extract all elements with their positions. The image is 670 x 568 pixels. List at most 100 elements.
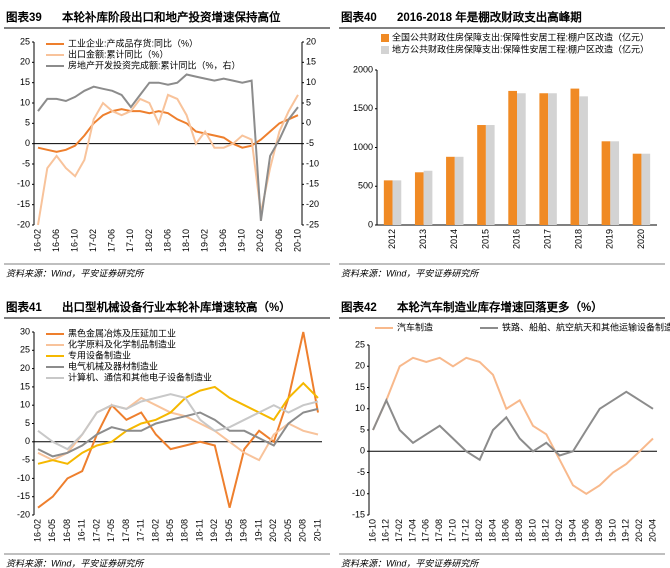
legend-label: 地方公共财政住房保障支出:保障性安居工程:棚户区改造（亿元） <box>392 43 649 54</box>
y-tick-label: -15 <box>352 509 365 519</box>
bar <box>610 141 620 225</box>
x-tick-label: 17-02 <box>88 229 98 252</box>
x-tick-label: 20-10 <box>292 229 302 252</box>
bar <box>454 156 464 225</box>
x-tick-label: 17-06 <box>107 229 117 252</box>
x-tick-label: 17-12 <box>461 519 471 542</box>
y-tick-label: -15 <box>17 491 30 501</box>
y2-tick-label: -15 <box>306 179 319 189</box>
x-tick-label: 19-06 <box>218 229 228 252</box>
legend-label: 全国公共财政住房保障支出:保障性安居工程:棚户区改造（亿元） <box>392 31 649 42</box>
series-line <box>37 381 319 465</box>
x-tick-label: 17-04 <box>407 519 417 542</box>
y-tick-label: 1000 <box>353 142 373 152</box>
x-tick-label: 2014 <box>449 229 459 249</box>
source: 资料来源：Wind，平安证券研究所 <box>6 268 145 278</box>
panel-title: 2016-2018 年是棚改财政支出高峰期 <box>397 10 582 24</box>
legend-swatch <box>381 46 389 54</box>
y-tick-label: -5 <box>22 158 30 168</box>
series-line <box>372 356 654 495</box>
x-tick-label: 19-08 <box>239 519 249 542</box>
x-tick-label: 17-02 <box>394 519 404 542</box>
x-tick-label: 20-06 <box>274 229 284 252</box>
x-tick-label: 2019 <box>605 229 615 249</box>
y-tick-label: 15 <box>20 77 30 87</box>
y-tick-label: 5 <box>25 118 30 128</box>
bar <box>632 153 642 225</box>
x-tick-label: 2018 <box>574 229 584 249</box>
x-tick-label: 19-05 <box>224 519 234 542</box>
bar <box>539 93 549 225</box>
bar <box>601 141 611 225</box>
y-tick-label: 0 <box>360 446 365 456</box>
x-tick-label: 18-04 <box>487 519 497 542</box>
x-tick-label: 19-10 <box>237 229 247 252</box>
series-line <box>37 73 299 222</box>
bar <box>570 88 580 225</box>
x-tick-label: 20-02 <box>255 229 265 252</box>
y-tick-label: -20 <box>17 219 30 229</box>
x-tick-label: 18-06 <box>162 229 172 252</box>
y-tick-label: 0 <box>368 219 373 229</box>
x-tick-label: 19-08 <box>594 519 604 542</box>
x-tick-label: 16-12 <box>381 519 391 542</box>
y-tick-label: -5 <box>357 467 365 477</box>
x-tick-label: 20-11 <box>312 519 322 541</box>
x-tick-label: 18-08 <box>514 519 524 542</box>
legend-label: 汽车制造 <box>397 321 433 332</box>
bar <box>508 90 517 225</box>
y2-tick-label: 15 <box>306 57 316 67</box>
y-tick-label: 20 <box>20 363 30 373</box>
x-tick-label: 2015 <box>480 229 490 249</box>
y-tick-label: 30 <box>20 326 30 336</box>
y2-tick-label: -20 <box>306 199 319 209</box>
y-tick-label: -10 <box>17 179 30 189</box>
panel-title: 本轮汽车制造业库存增速回落更多（%） <box>397 300 603 314</box>
x-tick-label: 16-02 <box>32 229 42 252</box>
y2-tick-label: 5 <box>306 97 311 107</box>
x-tick-label: 16-02 <box>32 519 42 542</box>
x-tick-label: 16-06 <box>51 229 61 252</box>
panel-label: 图表41 <box>6 300 42 314</box>
panel-label: 图表42 <box>341 300 377 314</box>
legend-label: 出口金额:累计同比（%） <box>68 48 169 59</box>
y-tick-label: -10 <box>17 473 30 483</box>
y2-tick-label: -5 <box>306 138 314 148</box>
y-tick-label: 2000 <box>353 64 373 74</box>
x-tick-label: 18-02 <box>474 519 484 542</box>
x-tick-label: 18-10 <box>181 229 191 252</box>
x-tick-label: 19-11 <box>253 519 263 541</box>
bar <box>548 93 557 225</box>
y-tick-label: 5 <box>25 418 30 428</box>
x-tick-label: 19-06 <box>581 519 591 542</box>
y-tick-label: 10 <box>355 403 365 413</box>
legend-label: 化学原料及化学制品制造业 <box>68 338 176 349</box>
x-tick-label: 16-05 <box>47 519 57 542</box>
x-tick-label: 17-10 <box>125 229 135 252</box>
x-tick-label: 20-05 <box>283 519 293 542</box>
panel-title: 本轮补库阶段出口和地产投资增速保持高位 <box>62 10 281 24</box>
x-tick-label: 17-08 <box>121 519 131 542</box>
source: 资料来源：Wind，平安证券研究所 <box>341 558 480 568</box>
x-tick-label: 2017 <box>542 229 552 249</box>
legend-swatch <box>381 34 389 42</box>
x-tick-label: 19-04 <box>567 519 577 542</box>
series-line <box>37 407 319 458</box>
bar <box>485 125 495 225</box>
x-tick-label: 18-06 <box>501 519 511 542</box>
x-tick-label: 19-02 <box>200 229 210 252</box>
source: 资料来源：Wind，平安证券研究所 <box>6 558 145 568</box>
legend-label: 黑色金属冶炼及压延加工业 <box>68 327 176 338</box>
panel-label: 图表40 <box>341 10 377 24</box>
x-tick-label: 20-02 <box>268 519 278 542</box>
series-line <box>37 93 299 226</box>
panel-label: 图表39 <box>6 10 42 24</box>
legend-label: 专用设备制造业 <box>68 349 131 360</box>
y-tick-label: -15 <box>17 199 30 209</box>
panel-title: 出口型机械设备行业本轮补库增速较高（%） <box>62 300 291 314</box>
y-tick-label: 10 <box>20 97 30 107</box>
legend-label: 计算机、通信和其他电子设备制造业 <box>68 371 212 382</box>
x-tick-label: 17-05 <box>106 519 116 542</box>
bar <box>446 156 455 225</box>
